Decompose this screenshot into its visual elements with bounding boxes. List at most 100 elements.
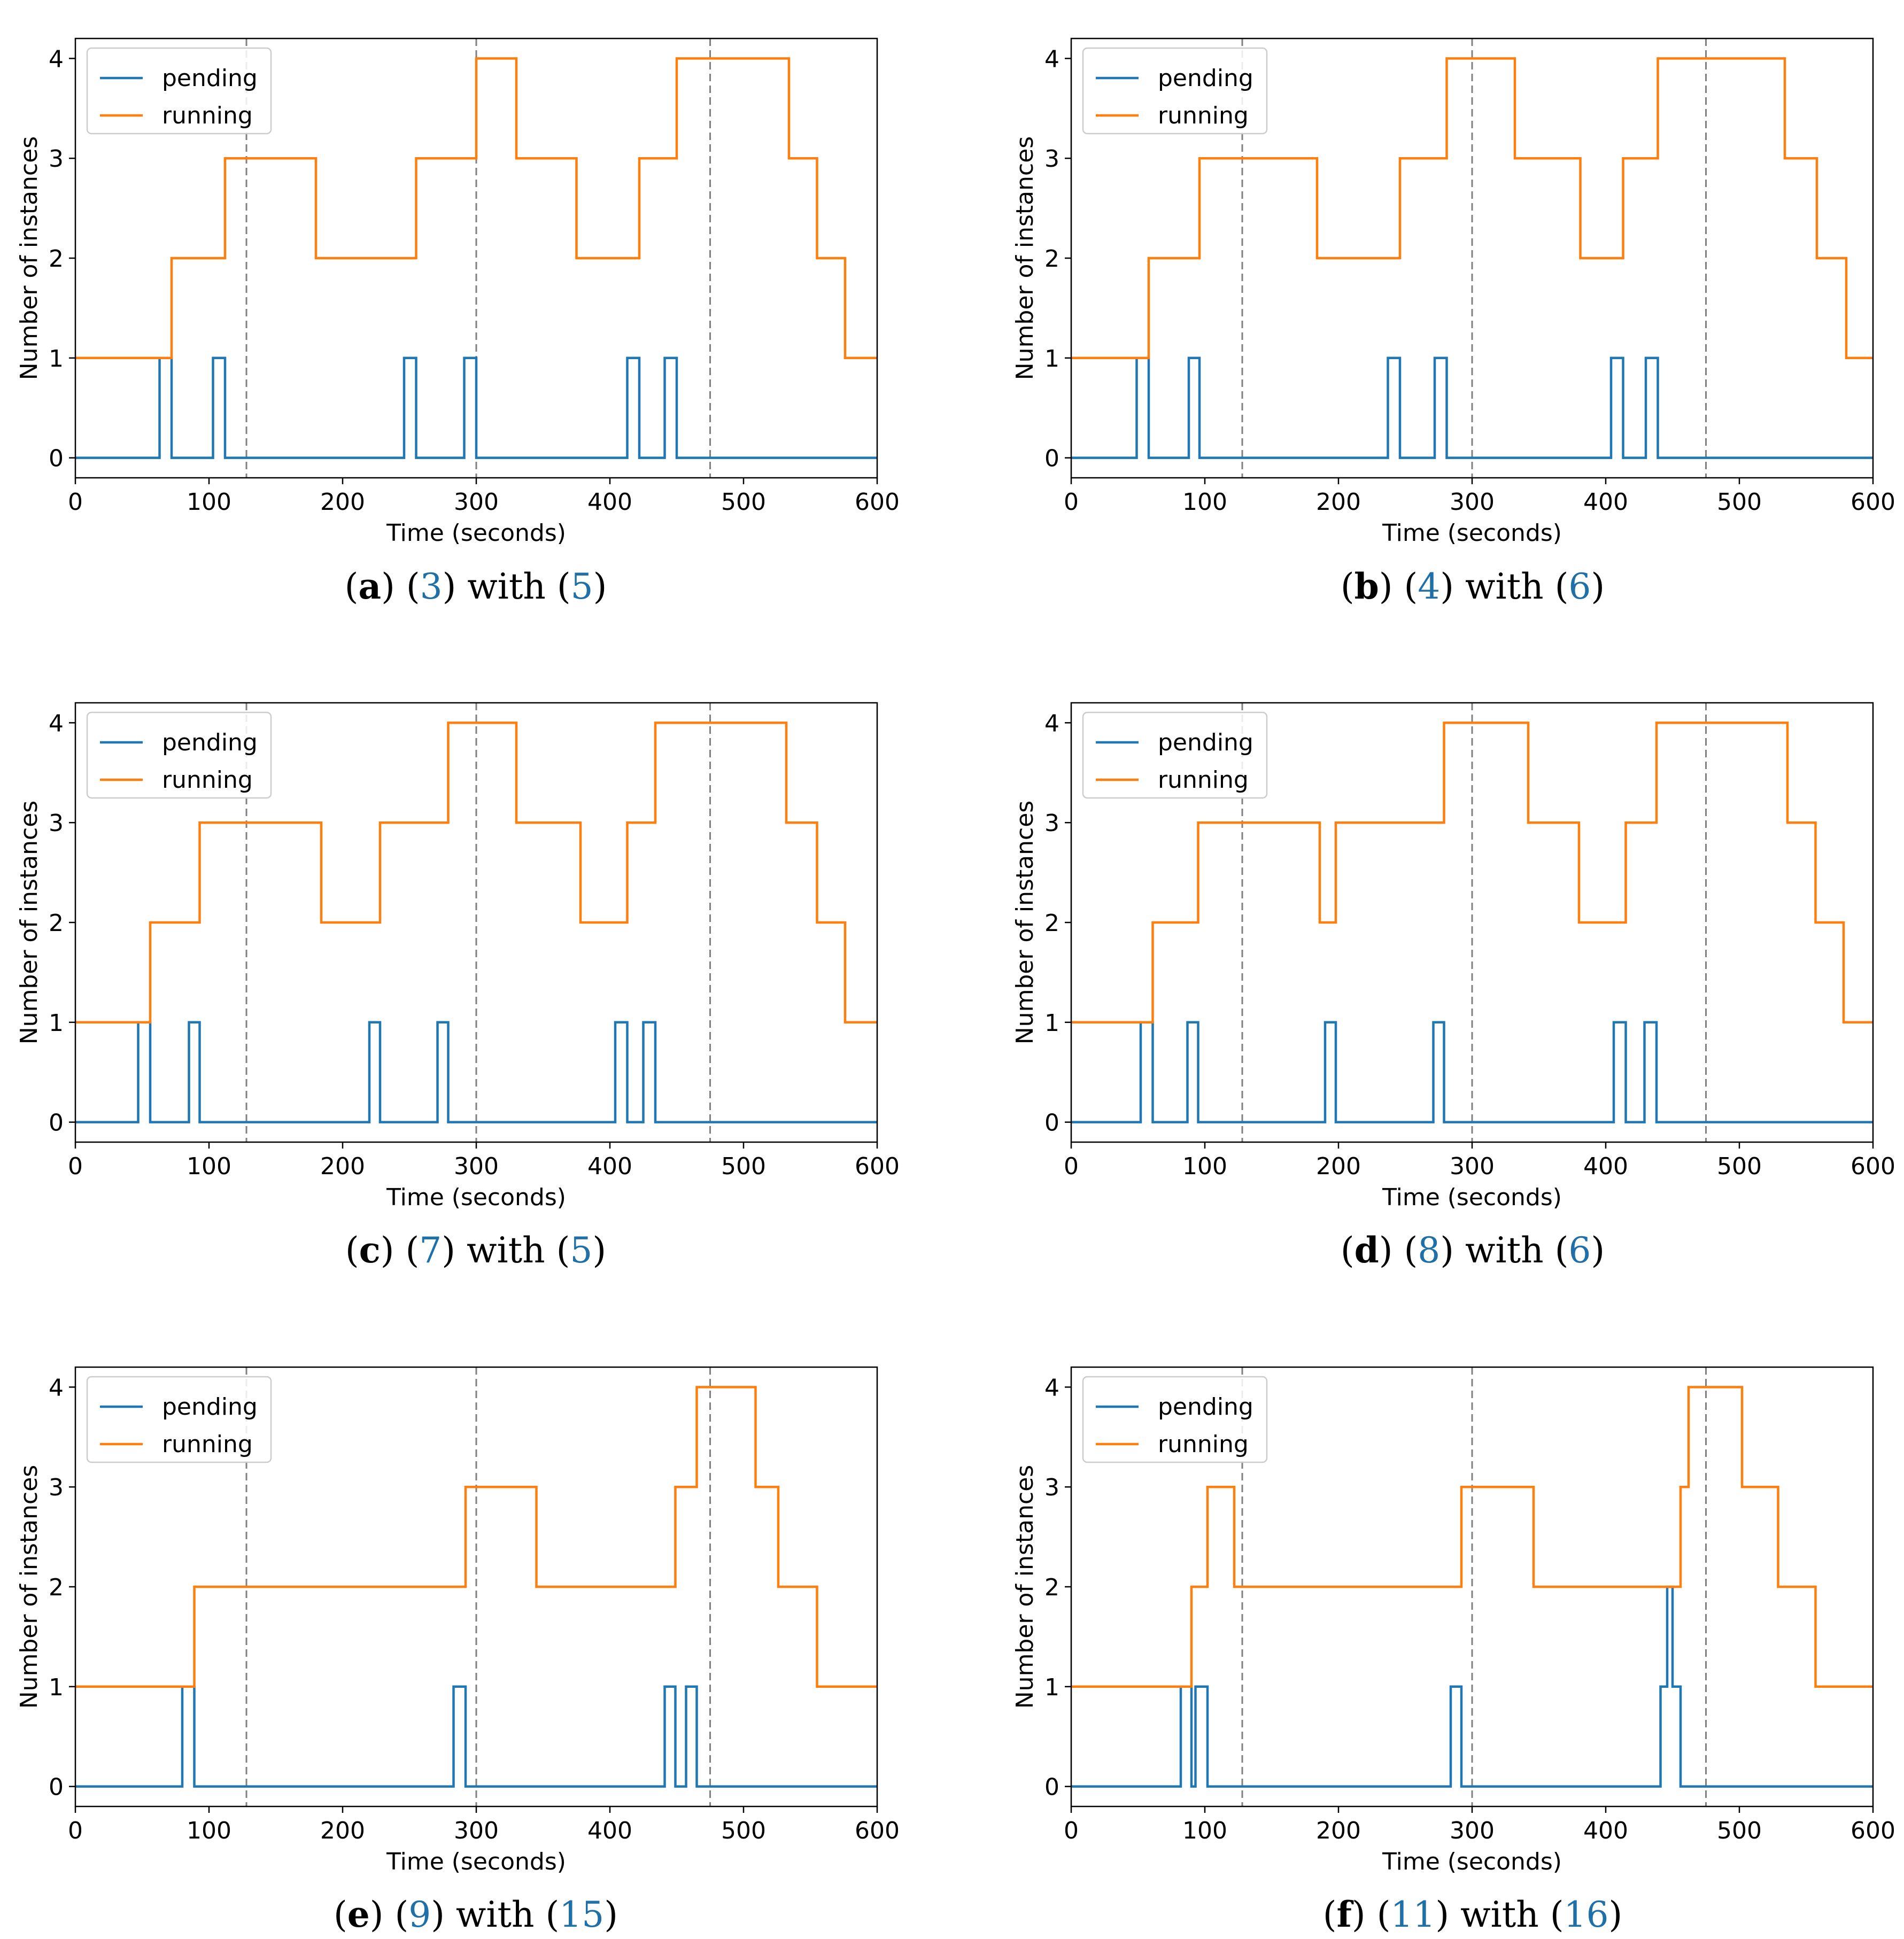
x-tick-label: 500 bbox=[721, 1153, 766, 1180]
y-tick-label: 0 bbox=[49, 445, 64, 472]
x-tick-label: 500 bbox=[1717, 1153, 1762, 1180]
legend-box bbox=[86, 47, 272, 135]
legend-box bbox=[86, 711, 272, 799]
running-series-line bbox=[1071, 1386, 1873, 1688]
y-tick-label: 3 bbox=[1044, 1474, 1059, 1501]
x-tick-label: 200 bbox=[1316, 488, 1361, 516]
x-tick-label: 100 bbox=[1182, 1817, 1227, 1844]
x-tick-label: 600 bbox=[1851, 488, 1895, 516]
running-series-line bbox=[75, 57, 877, 360]
y-tick-label: 4 bbox=[1044, 710, 1059, 737]
x-tick-label: 100 bbox=[187, 1817, 231, 1844]
x-tick-label: 300 bbox=[454, 1817, 499, 1844]
x-tick-label: 500 bbox=[1717, 488, 1762, 516]
y-axis-label: Number of instances bbox=[16, 136, 43, 380]
legend-box bbox=[86, 1376, 272, 1463]
x-tick-label: 500 bbox=[721, 488, 766, 516]
legend-label-running: running bbox=[162, 1431, 253, 1458]
panel-caption: (f) (11) with (16) bbox=[1323, 1894, 1622, 1935]
x-tick-label: 0 bbox=[1064, 1817, 1079, 1844]
x-tick-label: 600 bbox=[855, 488, 900, 516]
running-series-line bbox=[75, 1386, 877, 1688]
legend-label-running: running bbox=[1158, 1431, 1249, 1458]
x-tick-label: 0 bbox=[68, 488, 83, 516]
y-tick-label: 2 bbox=[1044, 1574, 1059, 1601]
pending-series-line bbox=[1071, 1021, 1873, 1123]
x-tick-label: 300 bbox=[1450, 1153, 1495, 1180]
panel-caption: (c) (7) with (5) bbox=[345, 1229, 606, 1271]
y-tick-label: 3 bbox=[49, 145, 64, 173]
running-series-line bbox=[1071, 57, 1873, 360]
legend-label-pending: pending bbox=[162, 65, 258, 92]
y-axis-label: Number of instances bbox=[1011, 801, 1039, 1044]
y-tick-label: 0 bbox=[1044, 1774, 1059, 1801]
panel-caption: (b) (4) with (6) bbox=[1341, 565, 1605, 607]
chart-panel-f: 0 100 200 300 400 500 600 0 1 2 3 4 Time (seconds) Nu… bbox=[1011, 1366, 1895, 1935]
legend-label-pending: pending bbox=[1158, 1393, 1253, 1421]
pending-series-line bbox=[1071, 356, 1873, 459]
y-axis-label: Number of instances bbox=[16, 801, 43, 1044]
legend-label-running: running bbox=[162, 102, 253, 129]
chart-panel-e: 0 100 200 300 400 500 600 0 1 2 3 4 Time (seconds) Nu… bbox=[16, 1366, 900, 1935]
y-tick-label: 1 bbox=[1044, 345, 1059, 373]
x-axis-label: Time (seconds) bbox=[386, 1184, 566, 1211]
x-axis-label: Time (seconds) bbox=[1382, 1848, 1562, 1875]
x-tick-label: 300 bbox=[1450, 1817, 1495, 1844]
x-tick-label: 600 bbox=[1851, 1817, 1895, 1844]
y-tick-label: 4 bbox=[1044, 45, 1059, 73]
y-tick-label: 1 bbox=[49, 345, 64, 373]
x-tick-label: 400 bbox=[1583, 488, 1628, 516]
x-tick-label: 100 bbox=[187, 488, 231, 516]
y-tick-label: 0 bbox=[49, 1110, 64, 1137]
x-tick-label: 100 bbox=[1182, 488, 1227, 516]
y-tick-label: 3 bbox=[49, 810, 64, 837]
y-tick-label: 1 bbox=[49, 1674, 64, 1701]
x-axis-label: Time (seconds) bbox=[386, 1848, 566, 1875]
x-tick-label: 0 bbox=[68, 1153, 83, 1180]
x-tick-label: 500 bbox=[721, 1817, 766, 1844]
x-tick-label: 200 bbox=[1316, 1153, 1361, 1180]
x-tick-label: 600 bbox=[1851, 1153, 1895, 1180]
x-tick-label: 0 bbox=[68, 1817, 83, 1844]
x-tick-label: 100 bbox=[1182, 1153, 1227, 1180]
legend-box bbox=[1082, 711, 1268, 799]
legend-box bbox=[1082, 1376, 1268, 1463]
x-tick-label: 400 bbox=[587, 1817, 632, 1844]
y-tick-label: 1 bbox=[1044, 1010, 1059, 1037]
y-tick-label: 1 bbox=[1044, 1674, 1059, 1701]
x-tick-label: 200 bbox=[320, 1153, 365, 1180]
y-tick-label: 2 bbox=[49, 245, 64, 273]
y-tick-label: 0 bbox=[1044, 1110, 1059, 1137]
y-tick-label: 4 bbox=[49, 710, 64, 737]
y-tick-label: 3 bbox=[49, 1474, 64, 1501]
chart-panel-d: 0 100 200 300 400 500 600 0 1 2 3 4 Time (seconds) Nu… bbox=[1011, 702, 1895, 1271]
x-tick-label: 400 bbox=[587, 488, 632, 516]
y-tick-label: 2 bbox=[49, 1574, 64, 1601]
y-tick-label: 3 bbox=[1044, 145, 1059, 173]
x-tick-label: 600 bbox=[855, 1153, 900, 1180]
pending-series-line bbox=[1071, 1585, 1873, 1788]
legend-label-running: running bbox=[162, 766, 253, 794]
y-tick-label: 3 bbox=[1044, 810, 1059, 837]
y-tick-label: 4 bbox=[49, 1374, 64, 1401]
x-axis-label: Time (seconds) bbox=[1382, 519, 1562, 547]
y-tick-label: 4 bbox=[1044, 1374, 1059, 1401]
x-tick-label: 400 bbox=[587, 1153, 632, 1180]
x-tick-label: 200 bbox=[1316, 1817, 1361, 1844]
running-series-line bbox=[75, 722, 877, 1024]
x-tick-label: 300 bbox=[454, 488, 499, 516]
y-tick-label: 2 bbox=[1044, 245, 1059, 273]
x-axis-label: Time (seconds) bbox=[386, 519, 566, 547]
y-axis-label: Number of instances bbox=[1011, 1465, 1039, 1709]
x-tick-label: 400 bbox=[1583, 1817, 1628, 1844]
x-tick-label: 400 bbox=[1583, 1153, 1628, 1180]
x-tick-label: 0 bbox=[1064, 1153, 1079, 1180]
legend-label-pending: pending bbox=[1158, 65, 1253, 92]
panel-caption: (e) (9) with (15) bbox=[334, 1894, 618, 1935]
pending-series-line bbox=[75, 1021, 877, 1123]
y-tick-label: 0 bbox=[49, 1774, 64, 1801]
x-axis-label: Time (seconds) bbox=[1382, 1184, 1562, 1211]
x-tick-label: 0 bbox=[1064, 488, 1079, 516]
y-tick-label: 2 bbox=[49, 910, 64, 937]
